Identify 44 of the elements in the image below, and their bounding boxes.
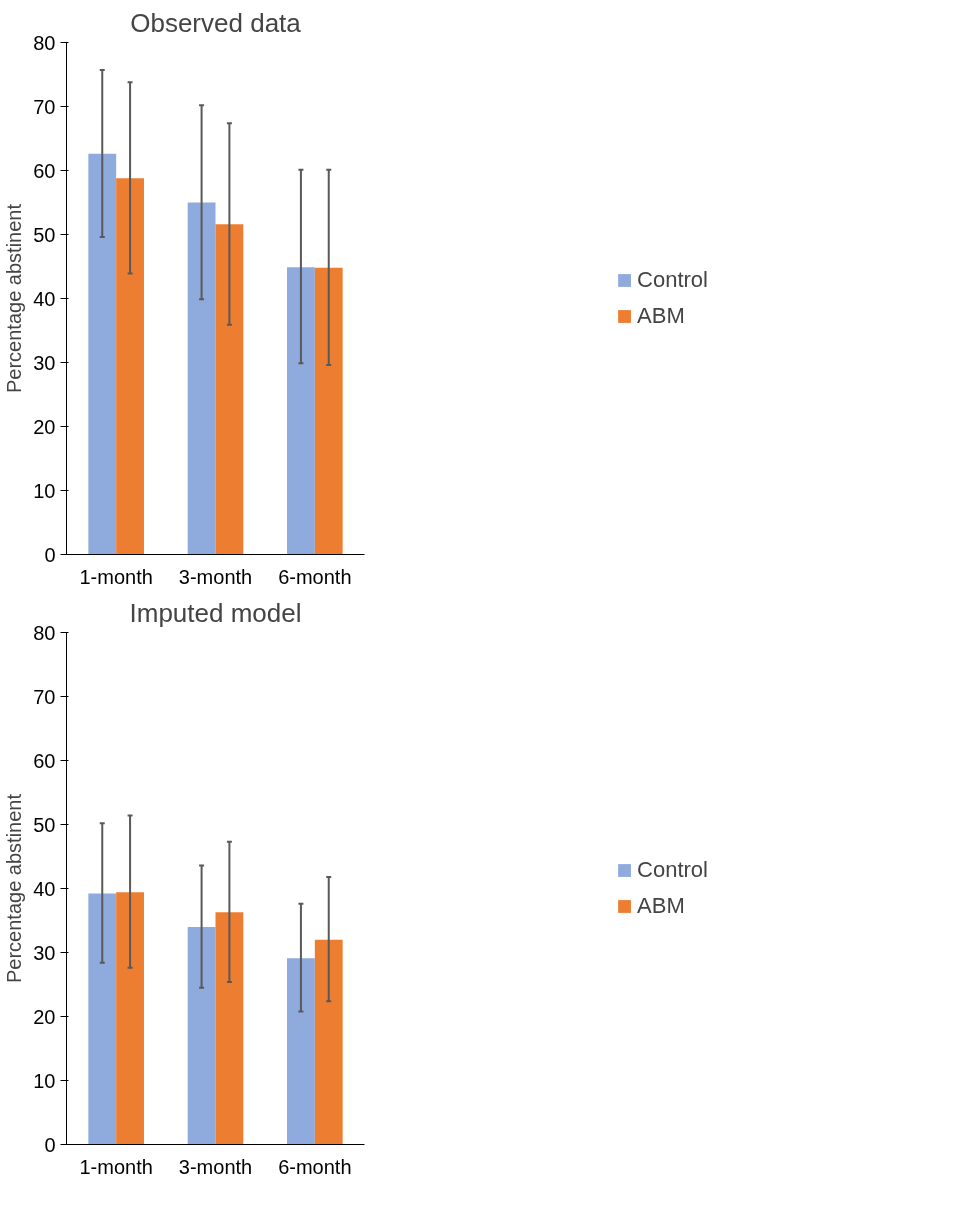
bar [314,939,343,1145]
x-tick-label: 1-month [79,1155,153,1178]
y-tick-label: 80 [33,31,56,54]
chart-title: Imputed model [129,597,302,628]
bar [88,153,117,555]
bar [116,892,144,1145]
y-tick-label: 60 [33,749,56,772]
x-tick-label: 1-month [79,565,153,588]
legend-label: ABM [637,303,685,329]
bar [287,958,315,1145]
bar [187,926,216,1145]
y-tick-label: 10 [33,1069,56,1092]
y-tick-label: 30 [33,351,56,374]
y-tick-label: 0 [44,1133,56,1156]
x-tick-label: 3-month [178,565,253,588]
bar [215,224,244,555]
legend-label: Control [637,857,708,883]
bar [187,202,216,555]
y-tick-label: 50 [33,223,56,246]
y-tick-label: 20 [33,1005,56,1028]
y-tick-label: 50 [33,813,56,836]
chart-title: Observed data [130,7,302,38]
y-tick-label: 20 [33,415,56,438]
x-tick-label: 6-month [278,565,352,588]
y-axis-title: Percentage abstinent [3,203,26,394]
bar [287,267,315,555]
x-tick-label: 3-month [178,1155,253,1178]
y-tick-label: 70 [33,95,56,118]
bar [215,912,244,1145]
legend-label: ABM [637,893,685,919]
y-tick-label: 60 [33,159,56,182]
y-tick-label: 10 [33,479,56,502]
bar [88,893,117,1145]
y-tick-label: 80 [33,621,56,644]
legend-label: Control [637,267,708,293]
y-tick-label: 30 [33,941,56,964]
bar [314,267,343,555]
y-tick-label: 40 [33,877,56,900]
y-axis-title: Percentage abstinent [3,793,26,984]
y-tick-label: 40 [33,287,56,310]
x-tick-label: 6-month [278,1155,352,1178]
bar [116,178,144,555]
y-tick-label: 70 [33,685,56,708]
y-tick-label: 0 [44,543,56,566]
